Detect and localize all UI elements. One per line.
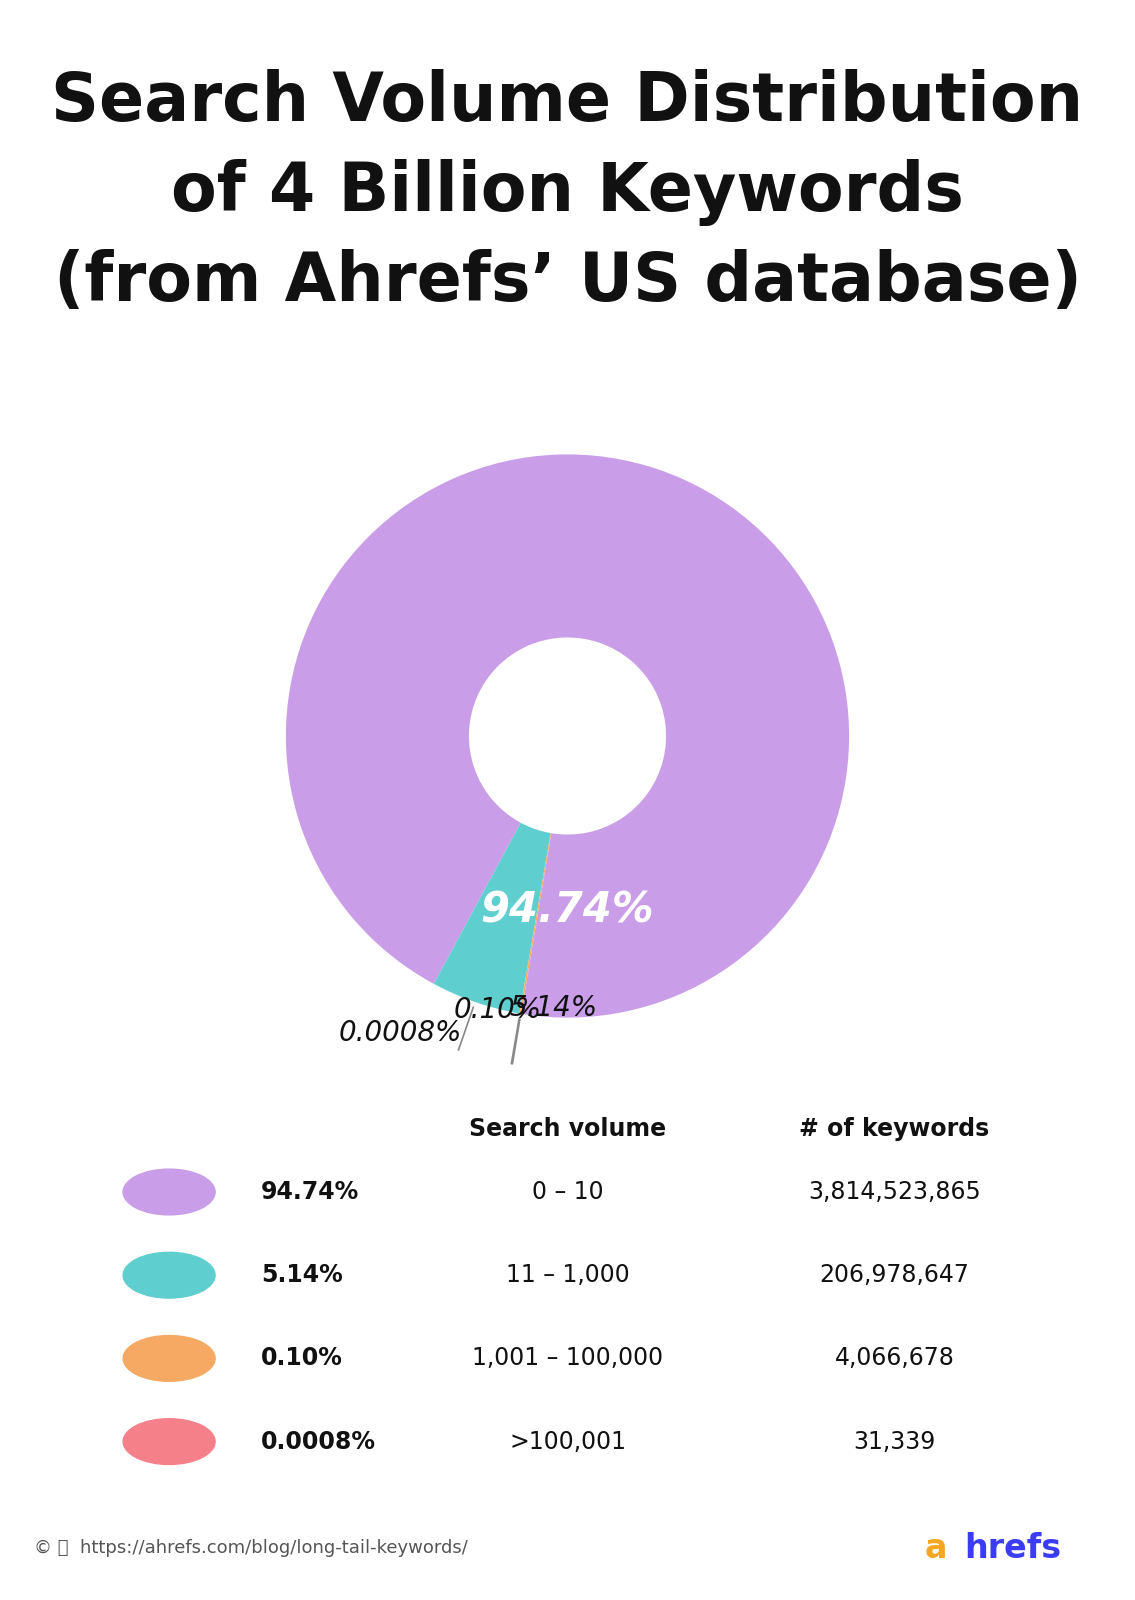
Text: 11 – 1,000: 11 – 1,000 (505, 1264, 630, 1286)
Text: 94.74%: 94.74% (481, 890, 654, 931)
Text: hrefs: hrefs (965, 1531, 1061, 1565)
Text: Search volume: Search volume (469, 1117, 666, 1141)
Text: © ⓘ  https://ahrefs.com/blog/long-tail-keywords/: © ⓘ https://ahrefs.com/blog/long-tail-ke… (34, 1539, 468, 1557)
Ellipse shape (124, 1336, 216, 1381)
Text: 5.14%: 5.14% (261, 1264, 343, 1286)
Circle shape (479, 648, 656, 824)
Text: # of keywords: # of keywords (799, 1117, 990, 1141)
Text: 4,066,678: 4,066,678 (834, 1347, 955, 1370)
Text: 0.0008%: 0.0008% (338, 1019, 462, 1046)
Text: 3,814,523,865: 3,814,523,865 (808, 1181, 981, 1203)
Text: 0.10%: 0.10% (261, 1347, 343, 1370)
Ellipse shape (124, 1419, 216, 1464)
Text: 5.14%: 5.14% (510, 994, 597, 1022)
Wedge shape (520, 834, 552, 1014)
Wedge shape (286, 454, 849, 1018)
Wedge shape (434, 822, 550, 1013)
Text: 1,001 – 100,000: 1,001 – 100,000 (472, 1347, 663, 1370)
Text: Search Volume Distribution
of 4 Billion Keywords
(from Ahrefs’ US database): Search Volume Distribution of 4 Billion … (51, 69, 1084, 315)
Text: a: a (925, 1531, 948, 1565)
Ellipse shape (124, 1253, 216, 1298)
Text: 0 – 10: 0 – 10 (531, 1181, 604, 1203)
Text: >100,001: >100,001 (508, 1430, 627, 1453)
Text: 31,339: 31,339 (854, 1430, 935, 1453)
Ellipse shape (124, 1170, 216, 1214)
Text: 94.74%: 94.74% (261, 1181, 360, 1203)
Text: 0.0008%: 0.0008% (261, 1430, 376, 1453)
Text: 0.10%: 0.10% (453, 997, 541, 1024)
Wedge shape (521, 834, 552, 1014)
Text: 206,978,647: 206,978,647 (819, 1264, 969, 1286)
